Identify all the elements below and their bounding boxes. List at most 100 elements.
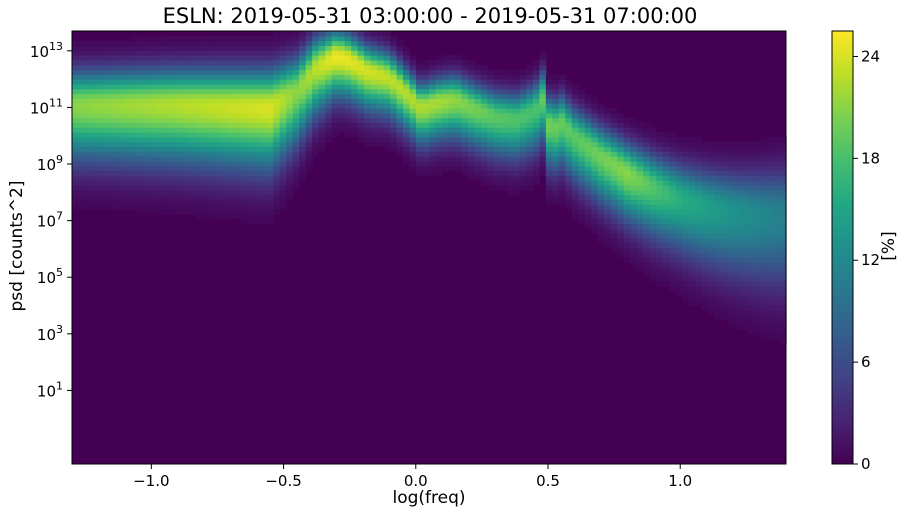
heatmap-cell [461, 160, 469, 167]
heatmap-cell [773, 136, 781, 143]
heatmap-cell [221, 88, 229, 95]
heatmap-cell [72, 175, 80, 181]
heatmap-cell [156, 103, 164, 109]
heatmap-cell [175, 127, 183, 133]
heatmap-cell [760, 165, 768, 172]
heatmap-cell [708, 252, 716, 258]
heatmap-cell [760, 329, 768, 335]
heatmap-cell [84, 175, 93, 181]
heatmap-cell [675, 194, 683, 200]
heatmap-cell [623, 242, 631, 249]
heatmap-cell [370, 122, 378, 128]
heatmap-cell [279, 64, 287, 71]
heatmap-cell [623, 141, 631, 148]
y-tick-label: 101 [37, 379, 63, 400]
heatmap-cell [584, 189, 592, 196]
heatmap-cell [779, 180, 787, 186]
heatmap-cell [448, 146, 456, 152]
heatmap-cell [84, 165, 93, 172]
heatmap-cell [130, 180, 138, 186]
heatmap-cell [487, 79, 495, 85]
heatmap-cell [571, 132, 579, 138]
heatmap-cell [435, 98, 443, 104]
heatmap-cell [143, 83, 151, 90]
heatmap-cell [312, 122, 320, 128]
heatmap-cell [188, 132, 196, 138]
heatmap-cell [201, 127, 209, 133]
heatmap-cell [299, 127, 307, 133]
heatmap-cell [409, 98, 417, 104]
heatmap-cell [201, 59, 209, 66]
heatmap-cell [422, 103, 430, 109]
heatmap-cell [396, 127, 404, 133]
heatmap-cell [123, 74, 132, 80]
heatmap-cell [364, 83, 372, 90]
heatmap-cell [84, 74, 93, 80]
heatmap-cell [234, 93, 242, 99]
heatmap-cell [117, 107, 125, 114]
heatmap-cell [584, 117, 592, 124]
heatmap-cell [325, 45, 333, 51]
heatmap-cell [156, 184, 164, 191]
heatmap-cell [143, 127, 151, 133]
heatmap-cell [506, 83, 514, 90]
heatmap-cell [117, 136, 125, 143]
heatmap-cell [662, 276, 670, 282]
heatmap-cell [351, 64, 359, 71]
heatmap-cell [130, 141, 138, 148]
heatmap-cell [701, 281, 709, 287]
heatmap-cell [325, 107, 333, 114]
heatmap-cell [630, 141, 638, 148]
heatmap-cell [721, 281, 729, 287]
heatmap-cell [708, 146, 716, 152]
heatmap-cell [396, 132, 404, 138]
heatmap-cell [292, 69, 300, 75]
heatmap-cell [396, 83, 404, 90]
heatmap-cell [97, 175, 106, 181]
heatmap-cell [597, 132, 605, 138]
heatmap-cell [591, 117, 599, 124]
heatmap-cell [273, 151, 281, 157]
heatmap-cell [526, 127, 534, 133]
heatmap-cell [279, 83, 287, 90]
heatmap-cell [325, 98, 333, 104]
heatmap-cell [429, 122, 437, 128]
heatmap-cell [416, 136, 424, 143]
heatmap-cell [480, 160, 489, 167]
heatmap-cell [701, 247, 709, 253]
heatmap-cell [208, 107, 216, 114]
heatmap-cell [338, 93, 346, 99]
heatmap-cell [422, 69, 430, 75]
heatmap-cell [487, 146, 495, 152]
heatmap-cell [279, 98, 287, 104]
heatmap-cell [623, 218, 631, 225]
heatmap-cell [266, 79, 274, 85]
heatmap-cell [682, 228, 690, 234]
heatmap-cell [734, 261, 742, 268]
heatmap-cell [273, 127, 281, 133]
heatmap-cell [370, 112, 378, 119]
heatmap-cell [175, 165, 183, 172]
heatmap-cell [740, 213, 748, 220]
heatmap-cell [617, 242, 625, 249]
heatmap-cell [571, 204, 579, 210]
heatmap-cell [221, 55, 229, 61]
heatmap-cell [286, 74, 294, 80]
heatmap-cell [545, 180, 553, 186]
heatmap-cell [727, 160, 735, 167]
heatmap-cell [305, 35, 313, 42]
heatmap-cell [364, 55, 372, 61]
heatmap-cell [708, 266, 716, 273]
heatmap-cell [247, 136, 255, 143]
heatmap-cell [526, 122, 534, 128]
heatmap-cell [370, 83, 378, 90]
heatmap-cell [273, 45, 281, 51]
heatmap-cell [149, 156, 157, 162]
heatmap-cell [454, 59, 463, 66]
heatmap-cell [760, 252, 768, 258]
heatmap-cell [480, 151, 489, 157]
heatmap-cell [136, 175, 144, 181]
heatmap-cell [195, 156, 203, 162]
heatmap-cell [292, 175, 300, 181]
heatmap-cell [448, 165, 456, 172]
